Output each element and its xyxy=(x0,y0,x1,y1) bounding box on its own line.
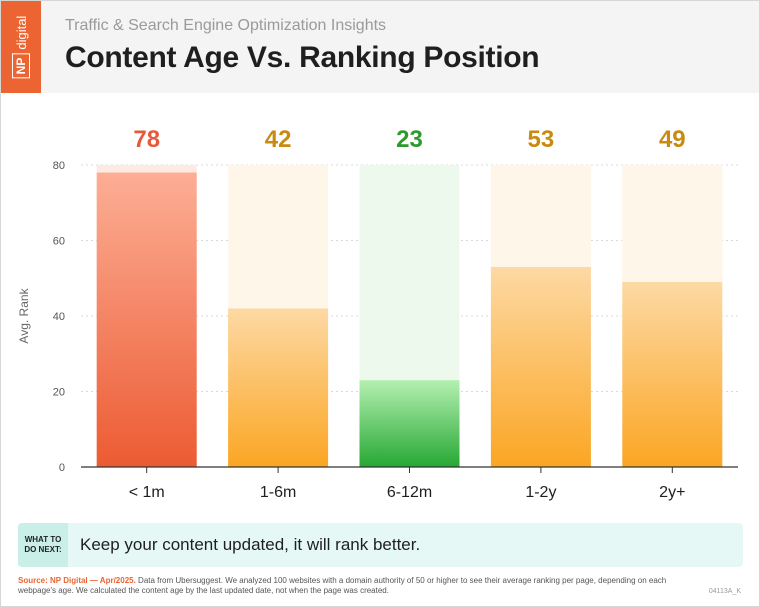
x-tick-label: < 1m xyxy=(129,484,165,501)
source-org: NP Digital — Apr/2025. xyxy=(47,576,136,585)
y-tick-label: 40 xyxy=(53,311,65,323)
bar-value-label: 42 xyxy=(265,126,292,153)
chart-title: Content Age Vs. Ranking Position xyxy=(65,41,540,74)
y-axis-label: Avg. Rank xyxy=(17,287,31,343)
x-tick-label: 1-2y xyxy=(525,484,556,501)
bar xyxy=(228,308,329,467)
y-tick-label: 80 xyxy=(53,160,65,172)
y-tick-label: 20 xyxy=(53,387,65,399)
x-tick-label: 6-12m xyxy=(387,484,432,501)
x-tick-label: 1-6m xyxy=(260,484,296,501)
x-tick-label: 2y+ xyxy=(659,484,685,501)
y-tick-label: 60 xyxy=(53,236,65,248)
bar xyxy=(622,282,723,467)
callout-text: Keep your content updated, it will rank … xyxy=(80,535,421,554)
bar-value-label: 78 xyxy=(133,126,160,153)
logo-wordmark: digital xyxy=(13,15,29,50)
chart-subtitle: Traffic & Search Engine Optimization Ins… xyxy=(65,17,387,34)
callout-tag: WHAT TO DO NEXT: xyxy=(18,523,68,567)
bar-value-label: 49 xyxy=(659,126,686,153)
bar xyxy=(96,172,197,468)
header: NP digital Traffic & Search Engine Optim… xyxy=(1,1,759,93)
bar-value-label: 23 xyxy=(396,126,423,153)
source-label: Source: xyxy=(18,576,48,585)
y-tick-label: 0 xyxy=(59,462,65,474)
bar xyxy=(359,380,460,467)
source-text: Data from Ubersuggest. We analyzed 100 w… xyxy=(18,576,667,595)
chart-code: 04113A_K xyxy=(708,588,741,595)
bar xyxy=(490,266,591,467)
np-digital-logo: NP digital xyxy=(1,1,41,93)
logo-mark: NP xyxy=(12,53,30,79)
bar-value-label: 53 xyxy=(528,126,555,153)
what-to-do-next-callout: WHAT TO DO NEXT: Keep your content updat… xyxy=(18,523,743,567)
source-note: Source: NP Digital — Apr/2025. Data from… xyxy=(18,576,698,596)
bar-chart: 0 20 40 60 80 Avg. Rank 78 < 1m 42 1-6m 23 6-12m 53 1… xyxy=(17,126,738,501)
